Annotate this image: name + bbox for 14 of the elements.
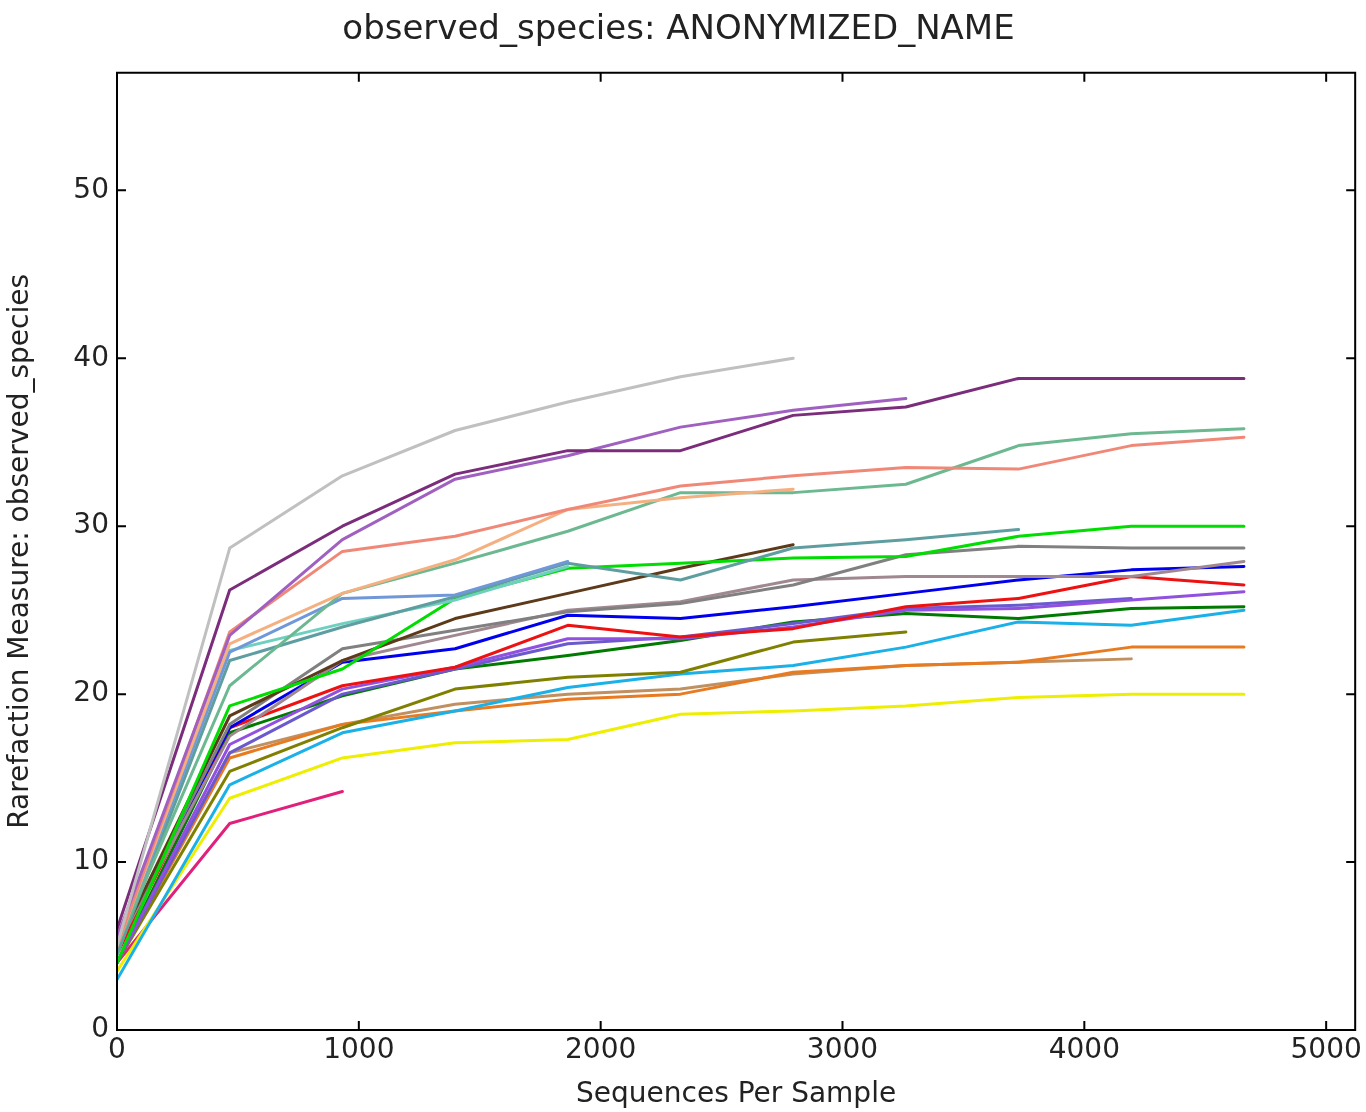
y-tick-label: 20 [73, 675, 109, 709]
y-axis-title: Rarefaction Measure: observed_species [2, 274, 36, 829]
y-tick-label: 50 [73, 171, 109, 205]
x-tick-label: 5000 [1290, 1032, 1362, 1066]
y-tick-label: 10 [73, 843, 109, 877]
x-tick-label: 4000 [1048, 1032, 1120, 1066]
x-tick-label: 1000 [323, 1032, 395, 1066]
y-tick-label: 0 [91, 1011, 109, 1045]
x-axis-title: Sequences Per Sample [576, 1076, 897, 1110]
y-tick-label: 30 [73, 507, 109, 541]
x-tick-label: 2000 [565, 1032, 637, 1066]
chart-title: observed_species: ANONYMIZED_NAME [342, 7, 1015, 48]
y-tick-label: 40 [73, 339, 109, 373]
x-tick-label: 3000 [806, 1032, 879, 1066]
